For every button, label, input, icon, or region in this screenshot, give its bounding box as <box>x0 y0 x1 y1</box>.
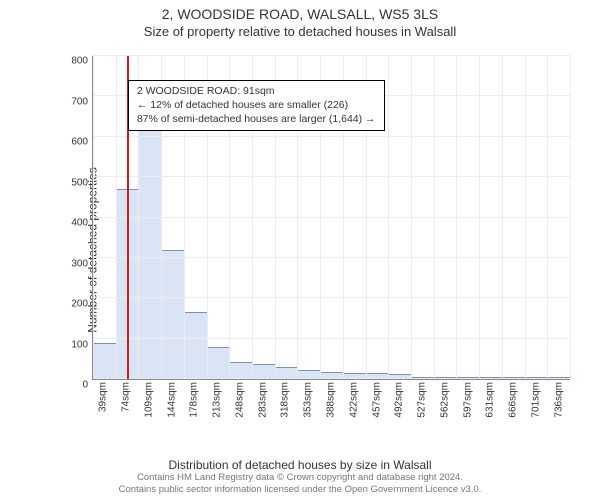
attribution-line-2: Contains public sector information licen… <box>0 484 600 496</box>
x-tick-label: 213sqm <box>212 382 223 418</box>
x-tick-label: 74sqm <box>121 382 132 412</box>
histogram-bar <box>138 111 162 379</box>
gridline-vertical <box>93 56 94 379</box>
y-tick-label: 0 <box>62 380 88 391</box>
x-tick-label: 39sqm <box>98 382 109 412</box>
x-tick-label: 109sqm <box>143 382 154 418</box>
annotation-line-1: 2 WOODSIDE ROAD: 91sqm <box>137 85 376 99</box>
gridline-horizontal <box>93 55 570 56</box>
histogram-bar <box>229 362 253 379</box>
histogram-bar <box>252 364 276 379</box>
x-tick-label: 178sqm <box>189 382 200 418</box>
histogram-bar <box>93 343 117 379</box>
x-tick-label: 353sqm <box>303 382 314 418</box>
gridline-vertical <box>388 56 389 379</box>
gridline-vertical <box>547 56 548 379</box>
x-tick-label: 457sqm <box>371 382 382 418</box>
x-tick-label: 422sqm <box>348 382 359 418</box>
attribution-text: Contains HM Land Registry data © Crown c… <box>0 472 600 496</box>
x-tick-label: 597sqm <box>462 382 473 418</box>
x-tick-label: 527sqm <box>417 382 428 418</box>
y-tick-label: 500 <box>62 177 88 188</box>
x-tick-label: 736sqm <box>553 382 564 418</box>
annotation-line-3: 87% of semi-detached houses are larger (… <box>137 113 376 127</box>
x-tick-label: 492sqm <box>394 382 405 418</box>
histogram-bar <box>184 312 208 379</box>
gridline-horizontal <box>93 217 570 218</box>
gridline-vertical <box>570 56 571 379</box>
x-tick-label: 666sqm <box>508 382 519 418</box>
x-axis-title: Distribution of detached houses by size … <box>0 458 600 472</box>
gridline-vertical <box>456 56 457 379</box>
y-tick-label: 600 <box>62 137 88 148</box>
x-tick-label: 701sqm <box>530 382 541 418</box>
gridline-vertical <box>411 56 412 379</box>
gridline-horizontal <box>93 257 570 258</box>
x-tick-label: 631sqm <box>485 382 496 418</box>
histogram-bar <box>161 250 185 379</box>
y-tick-label: 800 <box>62 56 88 67</box>
gridline-vertical <box>525 56 526 379</box>
gridline-horizontal <box>93 297 570 298</box>
gridline-horizontal <box>93 136 570 137</box>
x-tick-label: 248sqm <box>234 382 245 418</box>
gridline-horizontal <box>93 176 570 177</box>
y-tick-label: 100 <box>62 339 88 350</box>
chart-title-block: 2, WOODSIDE ROAD, WALSALL, WS5 3LS Size … <box>0 0 600 39</box>
histogram-bar <box>207 347 231 379</box>
gridline-vertical <box>502 56 503 379</box>
y-tick-label: 400 <box>62 218 88 229</box>
histogram-chart: 0 100 200 300 400 500 600 700 800 39sqm 74sqm 109sq… <box>62 56 572 426</box>
annotation-line-2: ← 12% of detached houses are smaller (22… <box>137 99 376 113</box>
x-tick-label: 318sqm <box>280 382 291 418</box>
address-title: 2, WOODSIDE ROAD, WALSALL, WS5 3LS <box>0 6 600 22</box>
x-tick-label: 388sqm <box>326 382 337 418</box>
x-tick-label: 283sqm <box>257 382 268 418</box>
annotation-box: 2 WOODSIDE ROAD: 91sqm← 12% of detached … <box>128 80 385 131</box>
y-tick-label: 200 <box>62 299 88 310</box>
chart-subtitle: Size of property relative to detached ho… <box>0 24 600 39</box>
gridline-horizontal <box>93 338 570 339</box>
gridline-vertical <box>434 56 435 379</box>
y-tick-label: 700 <box>62 96 88 107</box>
x-tick-label: 562sqm <box>439 382 450 418</box>
attribution-line-1: Contains HM Land Registry data © Crown c… <box>0 472 600 484</box>
y-tick-label: 300 <box>62 258 88 269</box>
gridline-vertical <box>479 56 480 379</box>
gridline-horizontal <box>93 378 570 379</box>
gridline-vertical <box>116 56 117 379</box>
x-tick-label: 144sqm <box>166 382 177 418</box>
